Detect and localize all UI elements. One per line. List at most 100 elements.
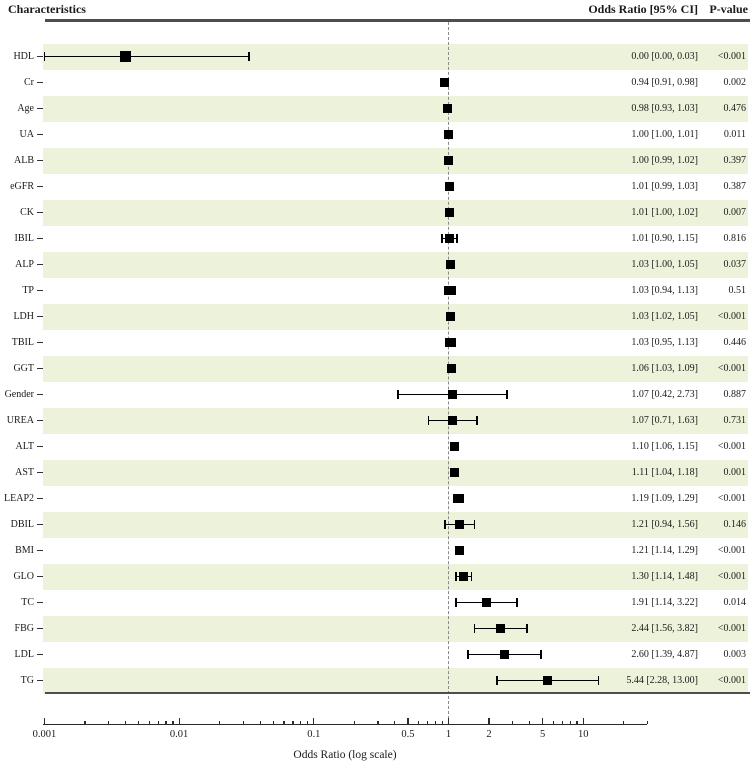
point-marker bbox=[450, 468, 460, 477]
bottom-rule bbox=[45, 691, 750, 694]
x-axis-minor-tick bbox=[124, 720, 127, 724]
x-axis-minor-tick bbox=[307, 720, 309, 724]
y-axis-tick bbox=[36, 185, 43, 188]
x-axis-minor-tick bbox=[259, 720, 261, 724]
column-header-odds-ratio-ci: Odds Ratio [95% CI] bbox=[588, 2, 698, 16]
or-ci-value: 1.21 [1.14, 1.29] bbox=[631, 544, 698, 556]
x-axis-major-tick bbox=[407, 718, 409, 724]
row-band bbox=[43, 147, 748, 174]
p-value: 0.146 bbox=[723, 518, 747, 530]
y-axis-tick bbox=[36, 549, 43, 552]
point-marker bbox=[119, 51, 131, 62]
row-label: Cr bbox=[24, 76, 34, 88]
or-ci-value: 1.00 [0.99, 1.02] bbox=[631, 154, 698, 166]
point-marker bbox=[447, 416, 457, 425]
point-marker bbox=[454, 494, 464, 503]
point-marker bbox=[444, 182, 454, 191]
row-label: UA bbox=[19, 128, 34, 140]
p-value: <0.001 bbox=[717, 310, 746, 322]
x-axis-minor-tick bbox=[148, 720, 150, 724]
p-value: 0.446 bbox=[723, 336, 747, 348]
or-ci-value: 1.03 [0.94, 1.13] bbox=[631, 284, 698, 296]
ci-line bbox=[44, 55, 249, 58]
point-marker bbox=[447, 390, 457, 399]
ci-cap-high bbox=[506, 390, 509, 399]
x-axis-major-tick bbox=[313, 718, 315, 724]
point-marker bbox=[445, 338, 455, 347]
ci-cap-high bbox=[540, 650, 542, 659]
y-axis-tick bbox=[36, 393, 43, 396]
p-value: <0.001 bbox=[717, 440, 746, 452]
x-axis-minor-tick bbox=[157, 720, 159, 724]
or-ci-value: 1.19 [1.09, 1.29] bbox=[631, 492, 698, 504]
x-axis-tick-label: 10 bbox=[577, 729, 589, 740]
ci-cap-high bbox=[473, 520, 476, 529]
y-axis-tick bbox=[36, 419, 43, 422]
row-label: Age bbox=[17, 102, 34, 114]
p-value: <0.001 bbox=[717, 544, 746, 556]
row-label: Gender bbox=[4, 388, 34, 400]
point-marker bbox=[459, 572, 469, 581]
x-axis-tick-label: 2 bbox=[486, 729, 492, 740]
p-value: 0.001 bbox=[723, 466, 747, 478]
column-header-p-value: P-value bbox=[709, 2, 748, 16]
or-ci-value: 1.06 [1.03, 1.09] bbox=[631, 362, 698, 374]
or-ci-value: 1.01 [1.00, 1.02] bbox=[631, 206, 698, 218]
p-value: 0.037 bbox=[723, 258, 747, 270]
x-axis-minor-tick bbox=[377, 720, 379, 724]
or-ci-value: 0.00 [0.00, 0.03] bbox=[631, 50, 698, 62]
point-marker bbox=[447, 364, 457, 373]
ci-cap-low bbox=[455, 598, 457, 607]
x-axis-minor-tick bbox=[512, 720, 514, 724]
y-axis-tick bbox=[36, 653, 43, 656]
or-ci-value: 1.01 [0.90, 1.15] bbox=[631, 232, 698, 244]
ci-cap-low bbox=[495, 676, 498, 685]
or-ci-value: 5.44 [2.28, 13.00] bbox=[626, 674, 698, 686]
ci-cap-low bbox=[444, 338, 447, 347]
header-rule bbox=[45, 19, 750, 22]
row-label: LDL bbox=[14, 648, 34, 660]
p-value: 0.007 bbox=[723, 206, 747, 218]
y-axis-tick bbox=[36, 237, 43, 240]
row-band bbox=[43, 407, 748, 434]
y-axis-tick bbox=[36, 289, 43, 292]
point-marker bbox=[455, 520, 465, 529]
x-axis-minor-tick bbox=[219, 720, 221, 724]
y-axis-tick bbox=[36, 55, 43, 58]
row-label: AST bbox=[15, 466, 34, 478]
or-ci-value: 2.60 [1.39, 4.87] bbox=[631, 648, 698, 660]
y-axis-tick bbox=[36, 159, 43, 162]
point-marker bbox=[445, 286, 455, 295]
ci-cap-low bbox=[444, 520, 446, 529]
p-value: 0.476 bbox=[723, 102, 747, 114]
y-axis-tick bbox=[36, 133, 43, 136]
x-axis-minor-tick bbox=[434, 720, 437, 724]
x-axis-major-tick bbox=[447, 718, 450, 724]
p-value: <0.001 bbox=[717, 622, 746, 634]
p-value: 0.887 bbox=[723, 388, 747, 400]
x-axis-minor-tick bbox=[394, 720, 396, 724]
row-band bbox=[43, 459, 748, 486]
x-axis-major-tick bbox=[178, 718, 180, 724]
or-ci-value: 1.07 [0.42, 2.73] bbox=[631, 388, 698, 400]
y-axis-tick bbox=[36, 315, 43, 318]
ci-cap-low bbox=[455, 572, 457, 581]
ci-cap-low bbox=[444, 286, 446, 295]
x-axis-minor-tick bbox=[108, 720, 110, 724]
p-value: 0.816 bbox=[723, 232, 747, 244]
or-ci-value: 1.10 [1.06, 1.15] bbox=[631, 440, 698, 452]
x-axis-tick-label: 1 bbox=[445, 729, 452, 740]
point-marker bbox=[444, 234, 454, 243]
p-value: 0.002 bbox=[723, 76, 747, 88]
or-ci-value: 1.01 [0.99, 1.03] bbox=[631, 180, 698, 192]
x-axis-tick-label: 0.001 bbox=[32, 729, 57, 740]
y-axis-tick bbox=[36, 497, 43, 500]
p-value: 0.387 bbox=[723, 180, 747, 192]
p-value: 0.731 bbox=[723, 414, 747, 426]
ci-cap-low bbox=[427, 416, 430, 425]
row-band bbox=[43, 251, 748, 278]
x-axis-minor-tick bbox=[272, 720, 274, 724]
row-label: FBG bbox=[14, 622, 34, 634]
row-label: TG bbox=[20, 674, 34, 686]
